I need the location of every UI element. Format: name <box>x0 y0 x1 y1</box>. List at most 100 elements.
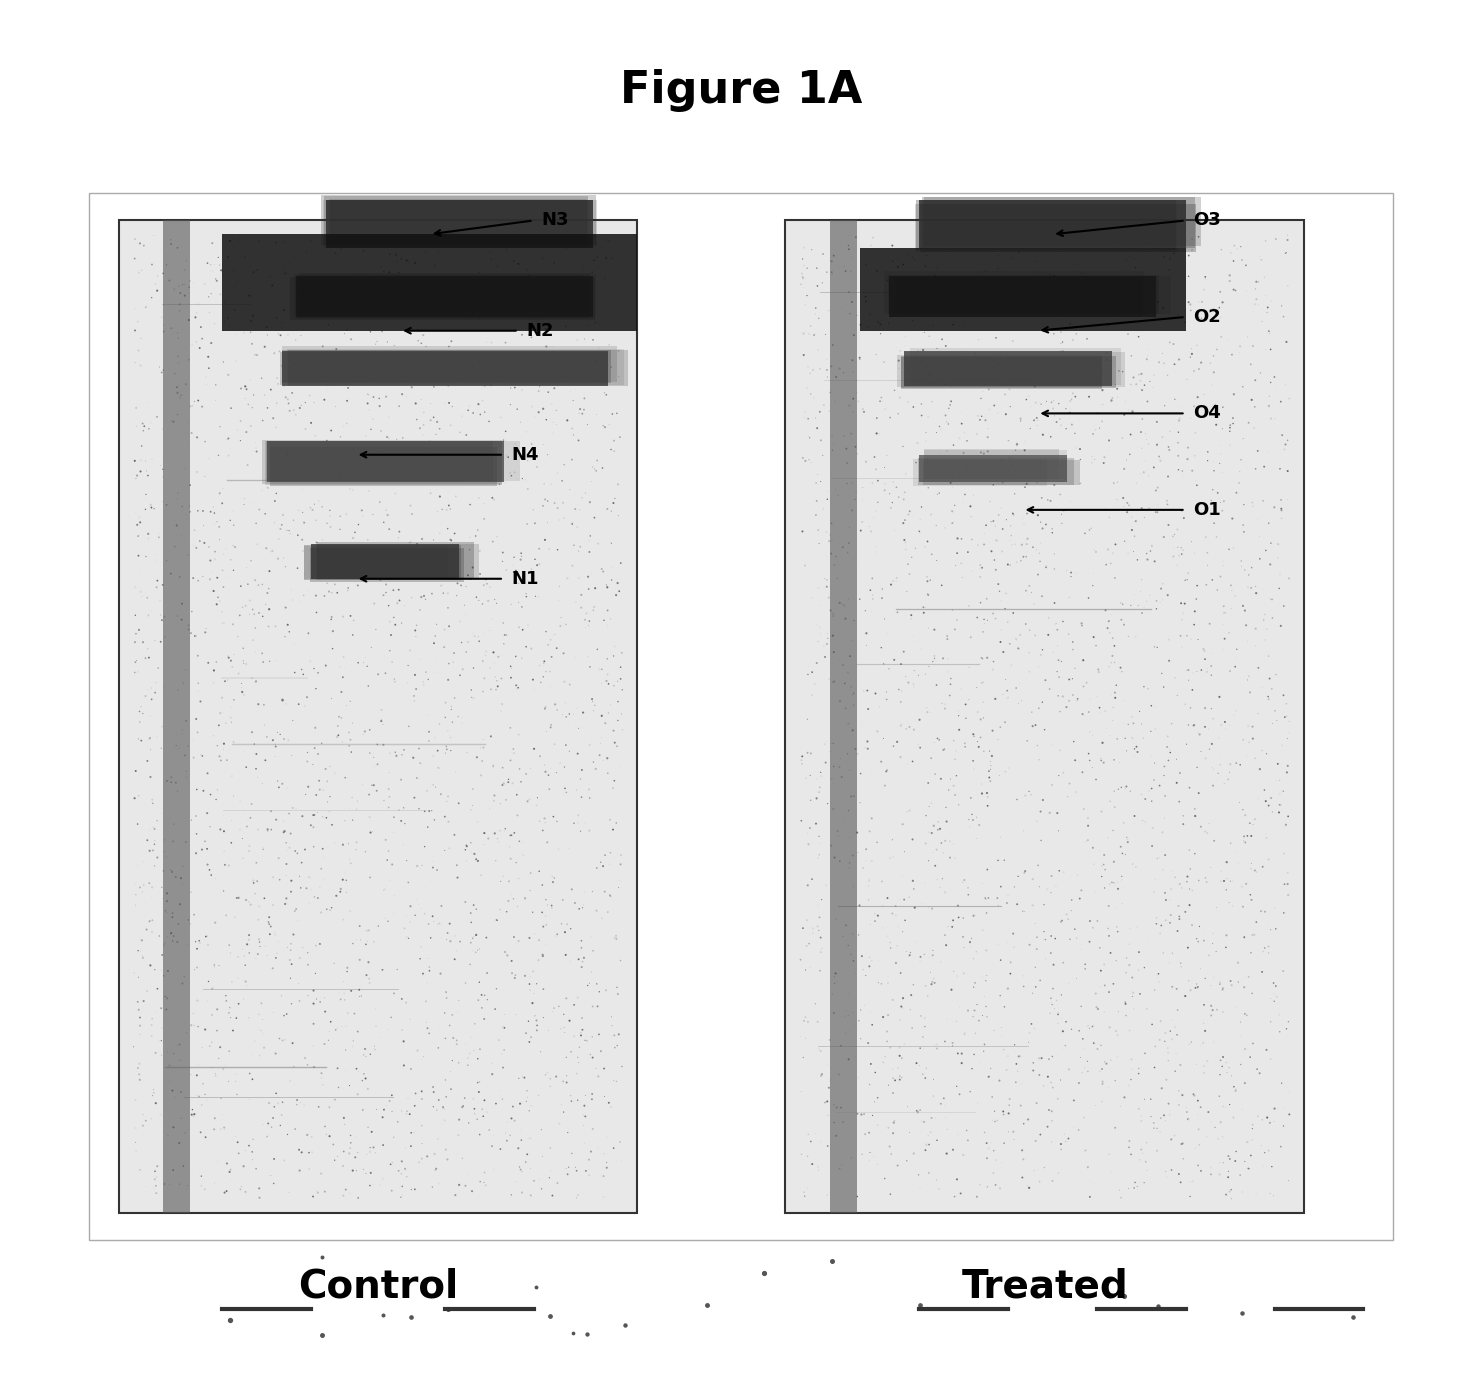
Point <box>882 1067 906 1089</box>
Point <box>588 236 612 258</box>
Point <box>245 1158 268 1180</box>
Point <box>817 1104 840 1126</box>
Point <box>1154 467 1178 489</box>
Point <box>282 710 305 732</box>
Point <box>1131 1091 1154 1113</box>
Point <box>557 674 581 696</box>
Point <box>1187 1134 1211 1156</box>
Point <box>258 907 282 929</box>
Point <box>160 1079 184 1101</box>
Point <box>944 554 968 576</box>
Point <box>1002 602 1026 624</box>
Point <box>151 314 175 336</box>
Point <box>950 1043 974 1065</box>
Point <box>1046 1087 1070 1109</box>
Point <box>980 282 1003 305</box>
Point <box>267 373 290 395</box>
Point <box>1184 977 1208 999</box>
Point <box>163 362 187 384</box>
Point <box>492 820 516 842</box>
Point <box>1070 615 1094 637</box>
Point <box>796 663 820 685</box>
Point <box>219 711 243 733</box>
Point <box>888 889 911 911</box>
Point <box>1140 745 1163 768</box>
Point <box>403 664 427 686</box>
Point <box>124 761 148 783</box>
Point <box>123 631 147 653</box>
Point <box>523 923 547 945</box>
Point <box>584 1057 608 1079</box>
Point <box>434 743 458 765</box>
Point <box>399 495 422 517</box>
Point <box>1043 998 1067 1020</box>
Bar <box>304 546 461 580</box>
Point <box>1103 652 1126 674</box>
Point <box>839 402 863 424</box>
Point <box>891 996 914 1018</box>
Point <box>390 769 413 791</box>
Point <box>553 692 576 714</box>
Point <box>1005 433 1029 455</box>
Point <box>451 1096 474 1118</box>
Point <box>136 646 160 668</box>
Point <box>191 780 215 802</box>
Point <box>935 411 959 433</box>
Point <box>368 387 391 409</box>
Point <box>987 504 1011 526</box>
Point <box>916 448 940 470</box>
Point <box>828 1158 852 1180</box>
Point <box>356 919 379 941</box>
Point <box>523 513 547 535</box>
Point <box>1221 537 1245 559</box>
Point <box>1202 460 1226 482</box>
Point <box>434 987 458 1009</box>
Point <box>250 367 274 389</box>
Point <box>584 758 608 780</box>
Point <box>823 641 846 663</box>
Point <box>815 546 839 568</box>
Point <box>900 690 923 712</box>
Point <box>917 1134 941 1156</box>
Point <box>224 1007 247 1029</box>
Point <box>1251 551 1275 573</box>
Point <box>156 960 179 983</box>
Point <box>900 546 923 568</box>
Point <box>556 1163 579 1185</box>
Point <box>344 929 368 951</box>
Point <box>1272 1115 1295 1137</box>
Point <box>588 852 612 874</box>
Point <box>1097 539 1120 561</box>
Point <box>554 237 578 259</box>
Point <box>1119 244 1143 266</box>
Point <box>1039 295 1063 317</box>
Point <box>339 853 363 875</box>
Point <box>187 1016 210 1038</box>
Point <box>545 699 569 721</box>
Point <box>1149 1010 1172 1032</box>
Point <box>1166 682 1190 704</box>
Point <box>575 602 599 624</box>
Point <box>1237 666 1261 688</box>
Point <box>553 1021 576 1043</box>
Point <box>437 287 461 309</box>
Point <box>451 405 474 427</box>
Point <box>1156 1038 1180 1060</box>
Point <box>338 1137 362 1159</box>
Point <box>535 511 559 533</box>
Point <box>1135 344 1159 367</box>
Point <box>1126 1098 1150 1120</box>
Point <box>1229 236 1252 258</box>
Point <box>185 302 209 324</box>
Point <box>1086 265 1110 287</box>
Point <box>136 522 160 544</box>
Point <box>381 460 405 482</box>
Point <box>359 741 382 763</box>
Point <box>498 750 522 772</box>
Point <box>445 854 468 876</box>
Point <box>1166 237 1190 259</box>
Point <box>1277 387 1301 409</box>
Point <box>1230 249 1254 271</box>
Point <box>1243 395 1267 418</box>
Point <box>504 559 528 582</box>
